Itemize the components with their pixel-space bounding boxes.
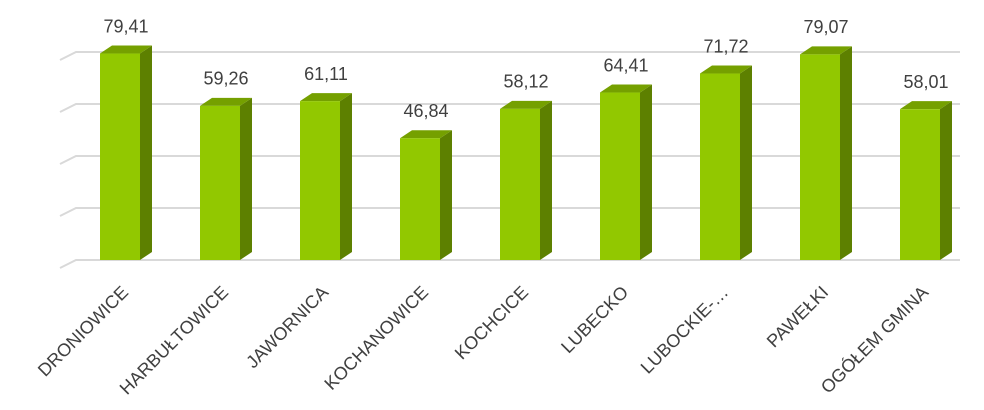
x-tick-label: LUBOCKIE-… xyxy=(637,282,732,377)
data-label: 64,41 xyxy=(603,55,648,75)
bar-top xyxy=(700,65,752,74)
bar-top xyxy=(200,97,252,106)
grid-line xyxy=(59,207,960,217)
data-label: 61,11 xyxy=(304,64,348,84)
bar-top xyxy=(400,130,452,139)
bar xyxy=(100,45,152,261)
bar-top xyxy=(800,46,852,55)
bar-top xyxy=(600,84,652,93)
x-tick-label: OGÓŁEM GMINA xyxy=(816,281,932,397)
x-tick-label: DRONIOWICE xyxy=(34,282,132,380)
bar xyxy=(700,65,752,260)
bar xyxy=(300,93,352,260)
x-tick-label: LUBECKO xyxy=(557,282,632,357)
bar-side xyxy=(440,130,452,260)
data-label: 58,12 xyxy=(503,72,548,92)
bar-front xyxy=(300,101,340,260)
x-tick-label: KOCHANOWICE xyxy=(320,282,432,394)
grid-line xyxy=(59,51,960,61)
bar-top xyxy=(100,45,152,54)
bar-front xyxy=(500,108,540,260)
bar-top xyxy=(900,101,952,110)
bar-front xyxy=(200,105,240,260)
bar-front xyxy=(700,73,740,260)
bar xyxy=(900,101,952,260)
grid-line xyxy=(59,259,960,269)
bar-side xyxy=(640,84,652,260)
data-label: 58,01 xyxy=(903,72,948,92)
bar xyxy=(800,46,852,260)
bar-front xyxy=(100,53,140,261)
bar-front xyxy=(800,54,840,260)
bar-side xyxy=(540,100,552,260)
data-label: 71,72 xyxy=(703,36,748,56)
data-label: 59,26 xyxy=(203,69,248,89)
grid-line xyxy=(59,155,960,165)
grid-line xyxy=(59,103,960,113)
x-tick-label: PAWEŁKI xyxy=(763,282,832,351)
bar xyxy=(400,130,452,260)
bar-front xyxy=(900,109,940,260)
x-tick-label: KOCHCICE xyxy=(451,282,532,363)
bar-front xyxy=(400,138,440,260)
bar-side xyxy=(240,97,252,260)
bar xyxy=(600,84,652,260)
bar xyxy=(500,100,552,260)
bar-side xyxy=(940,101,952,260)
bar-side xyxy=(340,93,352,260)
bar-top xyxy=(300,93,352,102)
x-tick-label: HARBUŁTOWICE xyxy=(116,282,232,398)
bar-front xyxy=(600,92,640,260)
x-tick-label: JAWORNICA xyxy=(242,282,332,372)
bar xyxy=(200,97,252,260)
data-label: 46,84 xyxy=(403,101,448,121)
data-label: 79,41 xyxy=(103,16,148,36)
bar-side xyxy=(840,46,852,260)
data-label: 79,07 xyxy=(803,17,848,37)
bar-side xyxy=(140,45,152,261)
bar-side xyxy=(740,65,752,260)
bar-top xyxy=(500,100,552,109)
